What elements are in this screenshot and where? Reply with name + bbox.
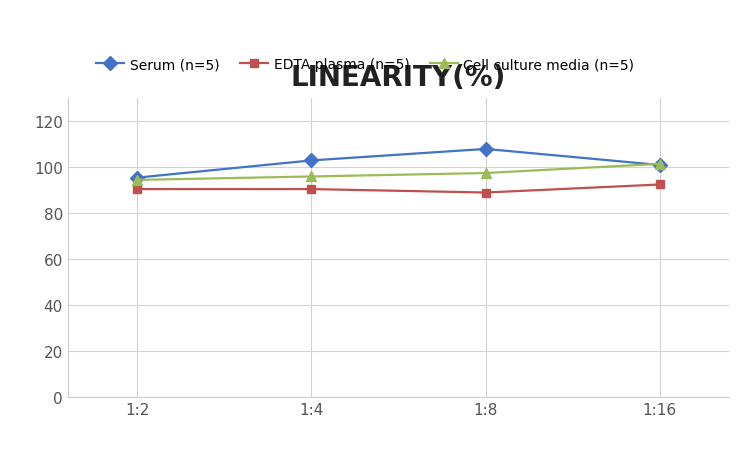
- Serum (n=5): [307, 158, 316, 164]
- EDTA plasma (n=5): [307, 187, 316, 193]
- Cell culture media (n=5): [655, 162, 664, 167]
- Cell culture media (n=5): [133, 178, 142, 183]
- Line: Cell culture media (n=5): Cell culture media (n=5): [132, 160, 665, 185]
- Serum (n=5): [133, 175, 142, 181]
- Legend: Serum (n=5), EDTA plasma (n=5), Cell culture media (n=5): Serum (n=5), EDTA plasma (n=5), Cell cul…: [91, 53, 640, 78]
- EDTA plasma (n=5): [655, 182, 664, 188]
- Line: EDTA plasma (n=5): EDTA plasma (n=5): [133, 181, 664, 197]
- EDTA plasma (n=5): [481, 190, 490, 196]
- Cell culture media (n=5): [481, 171, 490, 176]
- Line: Serum (n=5): Serum (n=5): [132, 145, 665, 183]
- Serum (n=5): [481, 147, 490, 152]
- Cell culture media (n=5): [307, 175, 316, 180]
- Title: LINEARITY(%): LINEARITY(%): [291, 64, 506, 92]
- Serum (n=5): [655, 163, 664, 168]
- EDTA plasma (n=5): [133, 187, 142, 193]
